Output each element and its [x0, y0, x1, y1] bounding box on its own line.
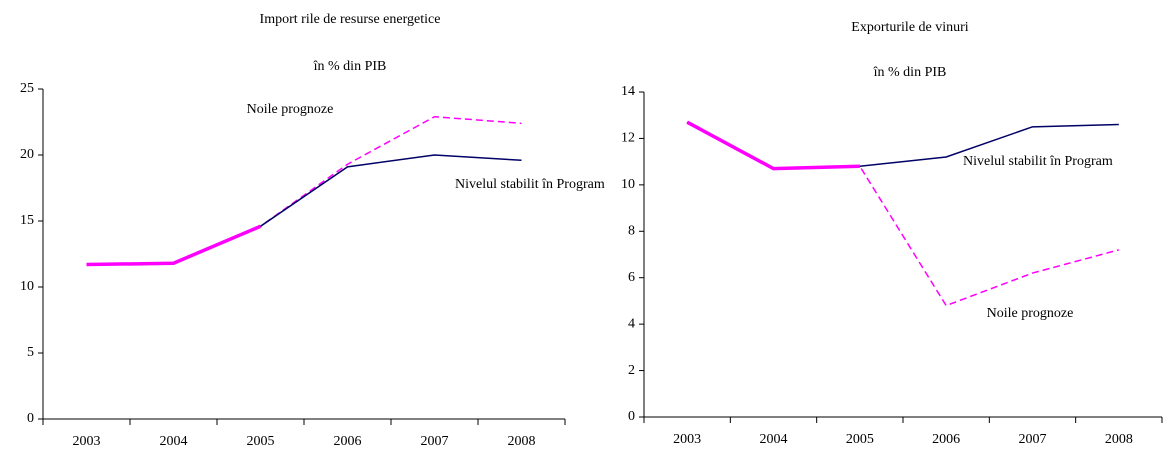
- series-line: [686, 121, 1120, 307]
- y-tick-label: 10: [621, 177, 635, 192]
- x-tick-label: 2004: [160, 434, 188, 449]
- x-tick-label: 2005: [846, 432, 874, 447]
- series-label: Noile prognoze: [247, 102, 334, 117]
- series-line: [86, 154, 522, 266]
- y-tick-label: 4: [628, 316, 635, 331]
- shared-line: [686, 120, 860, 171]
- shared-line: [86, 224, 262, 267]
- chart-subtitle: în % din PIB: [313, 59, 387, 74]
- y-tick-label: 2: [628, 363, 635, 378]
- y-tick-label: 8: [628, 224, 635, 239]
- series-label: Noile prognoze: [987, 306, 1074, 321]
- y-tick-label: 5: [27, 345, 34, 360]
- y-tick-label: 25: [20, 81, 34, 96]
- x-tick-label: 2008: [1105, 432, 1133, 447]
- y-tick-label: 0: [628, 409, 635, 424]
- y-tick-label: 10: [20, 279, 34, 294]
- y-tick-label: 6: [628, 270, 635, 285]
- series-label: Nivelul stabilit în Program: [963, 154, 1113, 169]
- y-tick-label: 0: [27, 411, 34, 426]
- x-tick-label: 2008: [508, 434, 536, 449]
- chart-title: Exporturile de vinuri: [851, 20, 969, 35]
- y-tick-label: 15: [20, 213, 34, 228]
- x-tick-label: 2004: [760, 432, 788, 447]
- x-tick-label: 2006: [334, 434, 362, 449]
- x-tick-label: 2006: [932, 432, 960, 447]
- chart-title: Import rile de resurse energetice: [260, 12, 441, 27]
- series-label: Nivelul stabilit în Program: [455, 177, 605, 192]
- x-tick-label: 2007: [1019, 432, 1047, 447]
- chart-subtitle: în % din PIB: [873, 65, 947, 80]
- y-tick-label: 12: [621, 131, 635, 146]
- x-tick-label: 2007: [421, 434, 449, 449]
- x-tick-label: 2003: [673, 432, 701, 447]
- y-tick-label: 14: [621, 84, 635, 99]
- y-tick-label: 20: [20, 147, 34, 162]
- x-tick-label: 2005: [247, 434, 275, 449]
- x-tick-label: 2003: [73, 434, 101, 449]
